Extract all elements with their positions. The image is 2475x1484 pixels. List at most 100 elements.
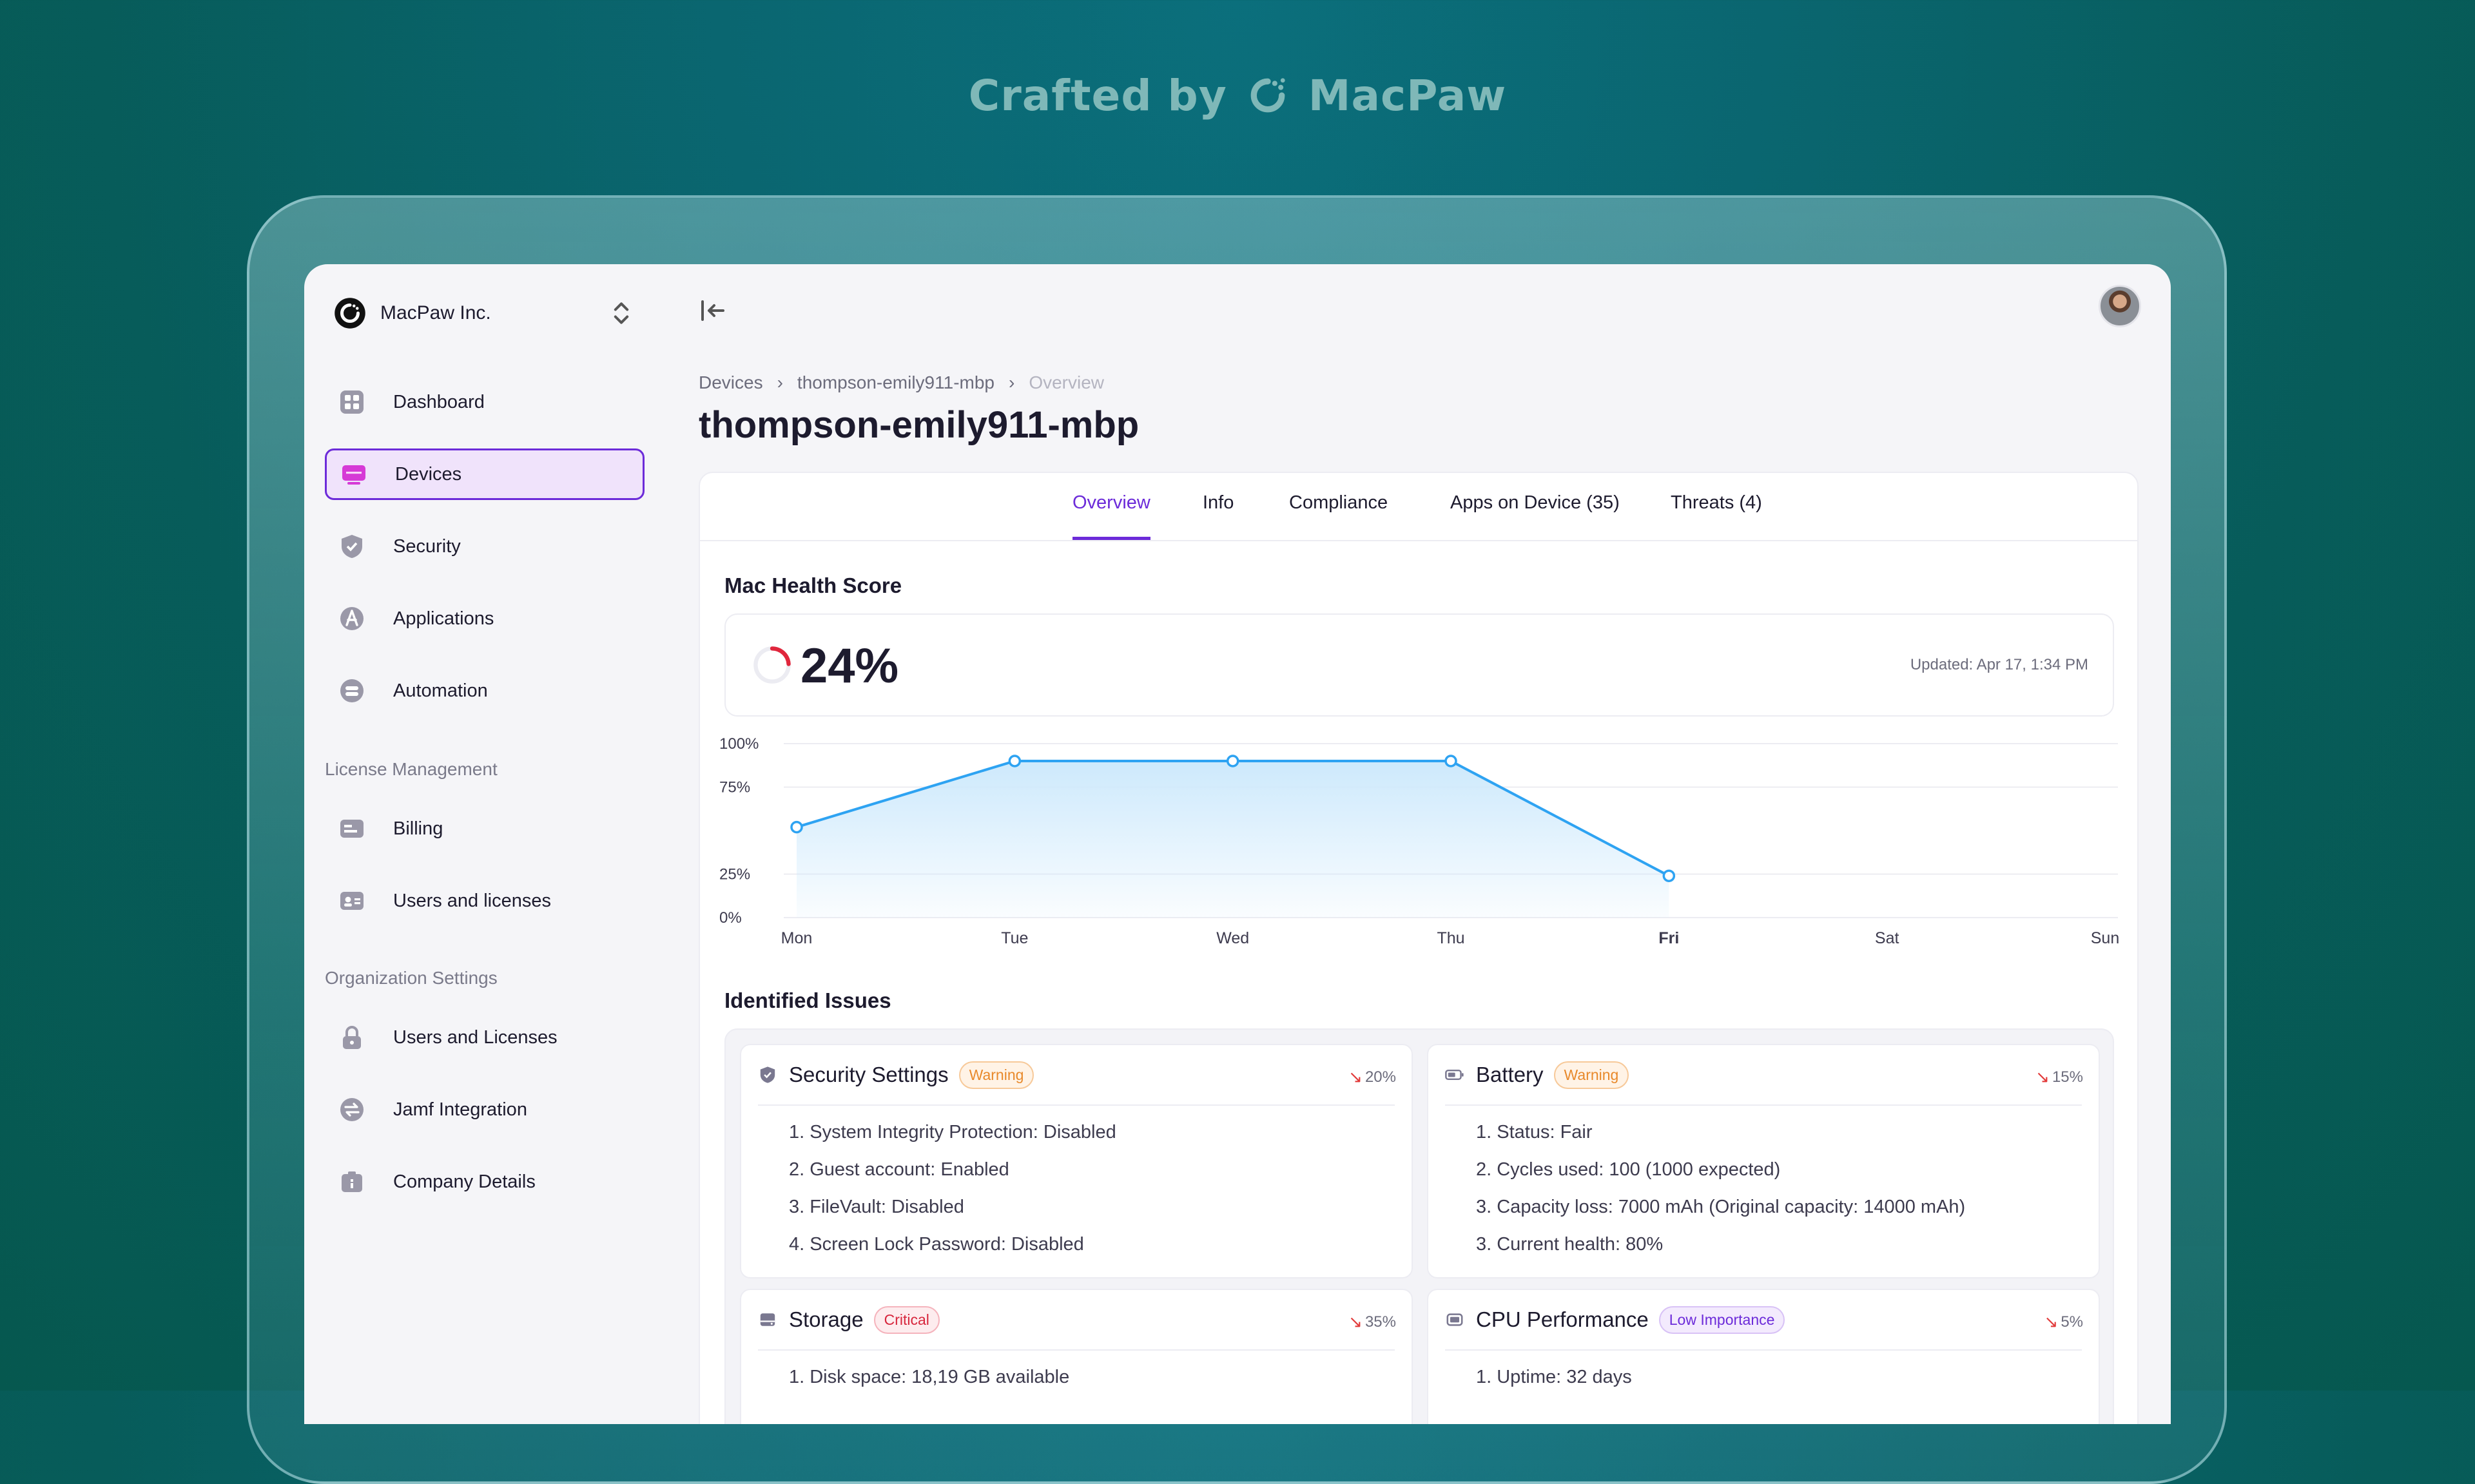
automation-icon: [338, 677, 366, 705]
trend-value: 15%: [2052, 1068, 2083, 1086]
x-tick-label: Sun: [2091, 929, 2119, 947]
x-tick-label: Wed: [1216, 929, 1249, 947]
list-item: 2. Cycles used: 100 (1000 expected): [1476, 1159, 1781, 1180]
list-item: 1. Status: Fair: [1476, 1122, 1593, 1142]
status-badge: Critical: [873, 1306, 940, 1334]
sidebar: MacPaw Inc. Dashboard Devices Security: [304, 264, 665, 1424]
issue-card-cpu-performance[interactable]: CPU Performance Low Importance ↘ 5% 1. Up…: [1427, 1289, 2100, 1424]
tab-overview[interactable]: Overview: [1072, 492, 1150, 540]
tab-apps-on-device[interactable]: Apps on Device (35): [1450, 492, 1620, 513]
health-score-value: 24%: [801, 639, 899, 693]
cpu-icon: [1445, 1310, 1464, 1329]
issue-list: 1. Disk space: 18,19 GB available: [758, 1358, 1069, 1396]
data-point: [1662, 869, 1676, 882]
divider: [1445, 1349, 2082, 1351]
divider: [758, 1349, 1395, 1351]
chevron-right-icon: ›: [1008, 372, 1015, 392]
tab-info[interactable]: Info: [1203, 492, 1234, 513]
sidebar-item-applications[interactable]: Applications: [325, 593, 645, 644]
data-point: [790, 820, 803, 834]
issue-card-security-settings[interactable]: Security Settings Warning ↘ 20% 1. System…: [740, 1044, 1413, 1278]
sidebar-item-users-and-licenses[interactable]: Users and licenses: [325, 875, 645, 927]
list-item: 1. System Integrity Protection: Disabled: [789, 1122, 1116, 1142]
sidebar-item-users-and-licenses-org[interactable]: Users and Licenses: [325, 1012, 645, 1063]
chevron-up-down-icon[interactable]: [608, 299, 634, 327]
issues-grid: Security Settings Warning ↘ 20% 1. System…: [724, 1028, 2114, 1424]
lock-icon: [338, 1023, 366, 1052]
identified-issues-title: Identified Issues: [724, 988, 891, 1012]
list-item: 4. Screen Lock Password: Disabled: [789, 1234, 1084, 1255]
sidebar-item-company-details[interactable]: Company Details: [325, 1156, 645, 1208]
x-tick-label: Sat: [1875, 929, 1899, 947]
page-title: thompson-emily911-mbp: [699, 404, 1140, 446]
x-tick-label: Thu: [1437, 929, 1464, 947]
issue-card-battery[interactable]: Battery Warning ↘ 15% 1. Status: Fair 2. …: [1427, 1044, 2100, 1278]
trend-down-icon: ↘: [1348, 1312, 1363, 1331]
shield-icon: [338, 532, 366, 561]
sidebar-item-label: Jamf Integration: [393, 1099, 527, 1120]
data-point: [1444, 755, 1457, 767]
status-badge: Warning: [1553, 1061, 1629, 1089]
health-score-box: 24% Updated: Apr 17, 1:34 PM: [724, 613, 2114, 717]
trend-indicator: ↘ 5%: [2044, 1312, 2083, 1332]
sidebar-item-label: Automation: [393, 680, 488, 701]
tagline-brand: MacPaw: [1308, 71, 1507, 120]
y-tick-label: 75%: [719, 779, 750, 796]
issue-title: CPU Performance: [1476, 1307, 1649, 1331]
sidebar-item-label: Billing: [393, 818, 443, 839]
issue-title: Security Settings: [789, 1063, 949, 1086]
sidebar-item-dashboard[interactable]: Dashboard: [325, 376, 645, 428]
applications-icon: [338, 604, 366, 633]
sidebar-item-label: Dashboard: [393, 391, 485, 412]
user-avatar[interactable]: [2099, 285, 2141, 327]
divider: [1445, 1104, 2082, 1106]
chevron-right-icon: ›: [777, 372, 783, 392]
data-point: [1226, 755, 1239, 767]
list-item: 3. Current health: 80%: [1476, 1234, 1664, 1255]
macpaw-logo-icon: [335, 298, 365, 329]
x-tick-label: Tue: [1001, 929, 1028, 947]
issue-title: Battery: [1476, 1063, 1544, 1086]
x-tick-label: Mon: [781, 929, 813, 947]
breadcrumb-devices[interactable]: Devices: [699, 372, 763, 392]
issue-list: 1. Status: Fair 2. Cycles used: 100 (100…: [1445, 1113, 1965, 1263]
battery-icon: [1445, 1065, 1464, 1084]
sidebar-item-jamf-integration[interactable]: Jamf Integration: [325, 1084, 645, 1135]
company-icon: [338, 1168, 366, 1196]
y-tick-label: 25%: [719, 866, 750, 883]
list-item: 3. FileVault: Disabled: [789, 1197, 964, 1217]
sidebar-item-label: Users and licenses: [393, 890, 551, 911]
health-score-ring: [753, 646, 791, 684]
tab-threats[interactable]: Threats (4): [1671, 492, 1762, 513]
license-management-heading: License Management: [325, 759, 498, 779]
issue-list: 1. Uptime: 32 days: [1445, 1358, 1632, 1396]
trend-indicator: ↘ 35%: [1348, 1312, 1396, 1332]
org-name: MacPaw Inc.: [380, 302, 491, 323]
breadcrumb-device[interactable]: thompson-emily911-mbp: [797, 372, 995, 392]
devices-icon: [340, 460, 368, 488]
series-area: [797, 761, 1669, 918]
macpaw-logo-icon: [1250, 78, 1285, 113]
billing-icon: [338, 814, 366, 843]
storage-icon: [758, 1310, 777, 1329]
sidebar-item-billing[interactable]: Billing: [325, 803, 645, 854]
breadcrumb-current: Overview: [1029, 372, 1105, 392]
tagline-prefix: Crafted by: [968, 71, 1227, 120]
health-score-updated: Updated: Apr 17, 1:34 PM: [1910, 656, 2088, 673]
collapse-sidebar-icon[interactable]: [699, 296, 727, 325]
sidebar-item-automation[interactable]: Automation: [325, 665, 645, 717]
tab-bar: Overview Info Compliance Apps on Device …: [700, 473, 2137, 541]
org-switcher[interactable]: MacPaw Inc.: [334, 290, 643, 336]
trend-down-icon: ↘: [2035, 1067, 2050, 1086]
issue-card-storage[interactable]: Storage Critical ↘ 35% 1. Disk space: 18,…: [740, 1289, 1413, 1424]
breadcrumb: Devices › thompson-emily911-mbp › Overvi…: [699, 372, 1104, 393]
tab-compliance[interactable]: Compliance: [1289, 492, 1388, 513]
sidebar-item-security[interactable]: Security: [325, 521, 645, 572]
x-tick-label: Fri: [1658, 929, 1679, 947]
trend-indicator: ↘ 20%: [1348, 1067, 1396, 1087]
sidebar-item-label: Devices: [395, 463, 462, 485]
list-item: 1. Uptime: 32 days: [1476, 1367, 1632, 1387]
sidebar-item-devices[interactable]: Devices: [325, 448, 645, 500]
trend-value: 5%: [2061, 1313, 2083, 1331]
trend-value: 35%: [1364, 1313, 1396, 1331]
